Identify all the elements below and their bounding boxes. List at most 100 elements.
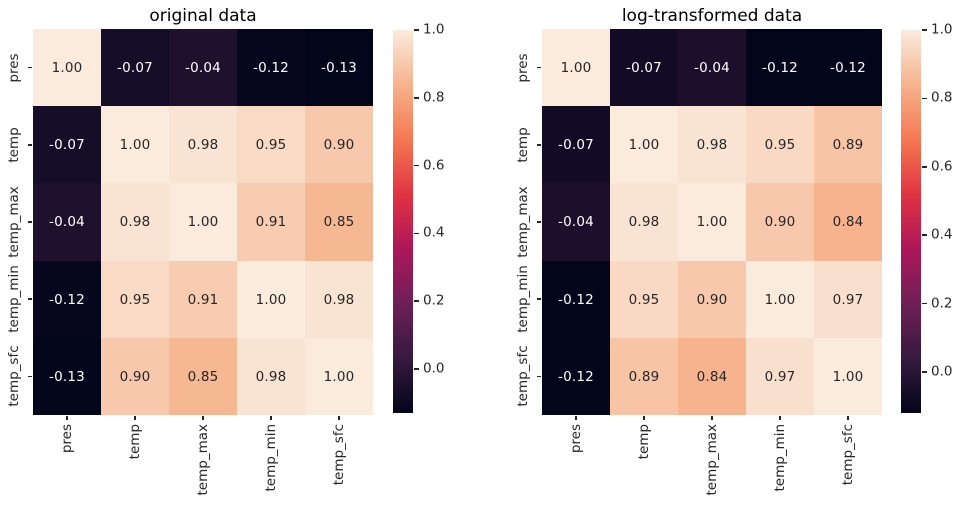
y-axis-tick: [28, 66, 32, 69]
x-axis-tick: [202, 416, 204, 420]
x-tick-label: temp_min: [772, 424, 788, 492]
heatmap-cell: 1.00: [610, 106, 678, 183]
plot-title: original data: [149, 6, 257, 26]
heatmap-cell: 0.95: [101, 261, 169, 338]
colorbar-tick-label: 0.4: [423, 224, 445, 241]
heatmap-cell: -0.13: [305, 29, 373, 106]
heatmap-cell: -0.07: [542, 106, 610, 183]
heatmap-cell: -0.07: [610, 29, 678, 106]
y-axis-tick: [537, 298, 541, 300]
colorbar-tick: [414, 232, 419, 235]
heatmap-cell: -0.12: [33, 261, 101, 338]
heatmap-cell: 0.85: [305, 183, 373, 261]
heatmap-cell: 0.97: [814, 261, 882, 338]
heatmap-cell: 0.97: [746, 338, 814, 415]
heatmap-cell: 0.95: [610, 261, 678, 338]
colorbar-tick: [922, 234, 927, 236]
x-axis-tick: [643, 416, 645, 420]
colorbar-tick: [922, 371, 927, 373]
x-tick-label: temp: [636, 424, 652, 460]
x-axis-tick: [847, 416, 849, 420]
heatmap-cell: 1.00: [33, 29, 101, 106]
heatmap-cell: 0.98: [610, 183, 678, 261]
heatmap-cell: 0.90: [101, 338, 169, 415]
heatmap-cell: 1.00: [678, 183, 746, 261]
heatmap-cell: 0.98: [678, 106, 746, 183]
colorbar-tick-label: 0.0: [423, 360, 445, 377]
heatmap-cell: -0.13: [33, 338, 101, 415]
heatmap-cell: 0.90: [746, 183, 814, 261]
heatmap-cell: 0.98: [237, 338, 305, 415]
heatmap-cell: 0.98: [305, 261, 373, 338]
colorbar-tick-label: 0.0: [931, 363, 953, 380]
heatmap-cell: 1.00: [542, 29, 610, 106]
colorbar-tick-label: 0.8: [423, 89, 445, 106]
x-axis-tick: [338, 416, 340, 420]
heatmap-cell: 0.98: [101, 183, 169, 261]
heatmap-cell: -0.04: [33, 183, 101, 261]
y-axis-tick: [537, 144, 541, 146]
heatmap-cell: 0.84: [814, 183, 882, 261]
heatmap-cell: -0.12: [814, 29, 882, 106]
x-tick-label: pres: [568, 424, 584, 454]
plot-title: log-transformed data: [621, 6, 803, 26]
colorbar-tick-label: 0.2: [931, 294, 953, 311]
x-axis-tick: [134, 416, 136, 420]
heatmap-cell: -0.07: [101, 29, 169, 106]
colorbar-tick: [414, 164, 419, 167]
heatmap-cell: 0.98: [169, 106, 237, 183]
y-axis-tick: [28, 144, 32, 146]
x-axis-tick: [575, 416, 577, 420]
colorbar-tick: [922, 97, 927, 100]
heatmap-cell: -0.04: [169, 29, 237, 106]
heatmap-cell: -0.12: [542, 261, 610, 338]
colorbar-tick: [414, 300, 419, 302]
heatmap-cell: 0.84: [678, 338, 746, 415]
colorbar-tick-label: 0.2: [423, 292, 445, 309]
heatmap-cell: 0.90: [305, 106, 373, 183]
colorbar-tick: [414, 368, 419, 370]
heatmap-cell: 0.95: [237, 106, 305, 183]
colorbar-tick-label: 0.6: [931, 158, 953, 175]
heatmap-cell: 1.00: [169, 183, 237, 261]
heatmap-cell: -0.12: [746, 29, 814, 106]
colorbar-tick-label: 0.6: [423, 156, 445, 173]
colorbar-tick: [414, 97, 419, 99]
colorbar-tick: [922, 166, 927, 168]
heatmap-cell: 0.85: [169, 338, 237, 415]
x-axis-tick: [711, 416, 713, 420]
y-tick-label: temp_sfc: [515, 345, 531, 408]
heatmap-cell: -0.12: [237, 29, 305, 106]
colorbar-tick-label: 0.8: [931, 89, 953, 106]
colorbar: [393, 30, 413, 413]
heatmap-cell: 0.90: [678, 261, 746, 338]
colorbar-tick-label: 1.0: [423, 21, 445, 38]
x-axis-tick: [779, 416, 781, 420]
colorbar-tick-label: 0.4: [931, 226, 953, 243]
heatmap-cell: -0.04: [542, 183, 610, 261]
heatmap-cell: 1.00: [237, 261, 305, 338]
heatmap-cell: 0.91: [169, 261, 237, 338]
heatmap-cell: 0.89: [814, 106, 882, 183]
heatmap-cell: 0.91: [237, 183, 305, 261]
y-axis-tick: [537, 66, 541, 69]
y-axis-tick: [537, 375, 541, 378]
heatmap-cell: 1.00: [814, 338, 882, 415]
x-axis-tick: [66, 416, 68, 420]
y-axis-tick: [28, 298, 32, 300]
heatmap-cell: 1.00: [305, 338, 373, 415]
x-axis-tick: [270, 416, 272, 420]
x-tick-label: temp_sfc: [840, 424, 856, 486]
colorbar-tick: [922, 29, 927, 31]
heatmap-cell: 1.00: [746, 261, 814, 338]
y-axis-tick: [28, 221, 32, 223]
heatmap-cell: -0.07: [33, 106, 101, 183]
heatmap-cell: 0.95: [746, 106, 814, 183]
colorbar-tick-label: 1.0: [931, 21, 953, 38]
heatmap-cell: 1.00: [101, 106, 169, 183]
heatmap-cell: 0.89: [610, 338, 678, 415]
colorbar: [901, 30, 921, 413]
